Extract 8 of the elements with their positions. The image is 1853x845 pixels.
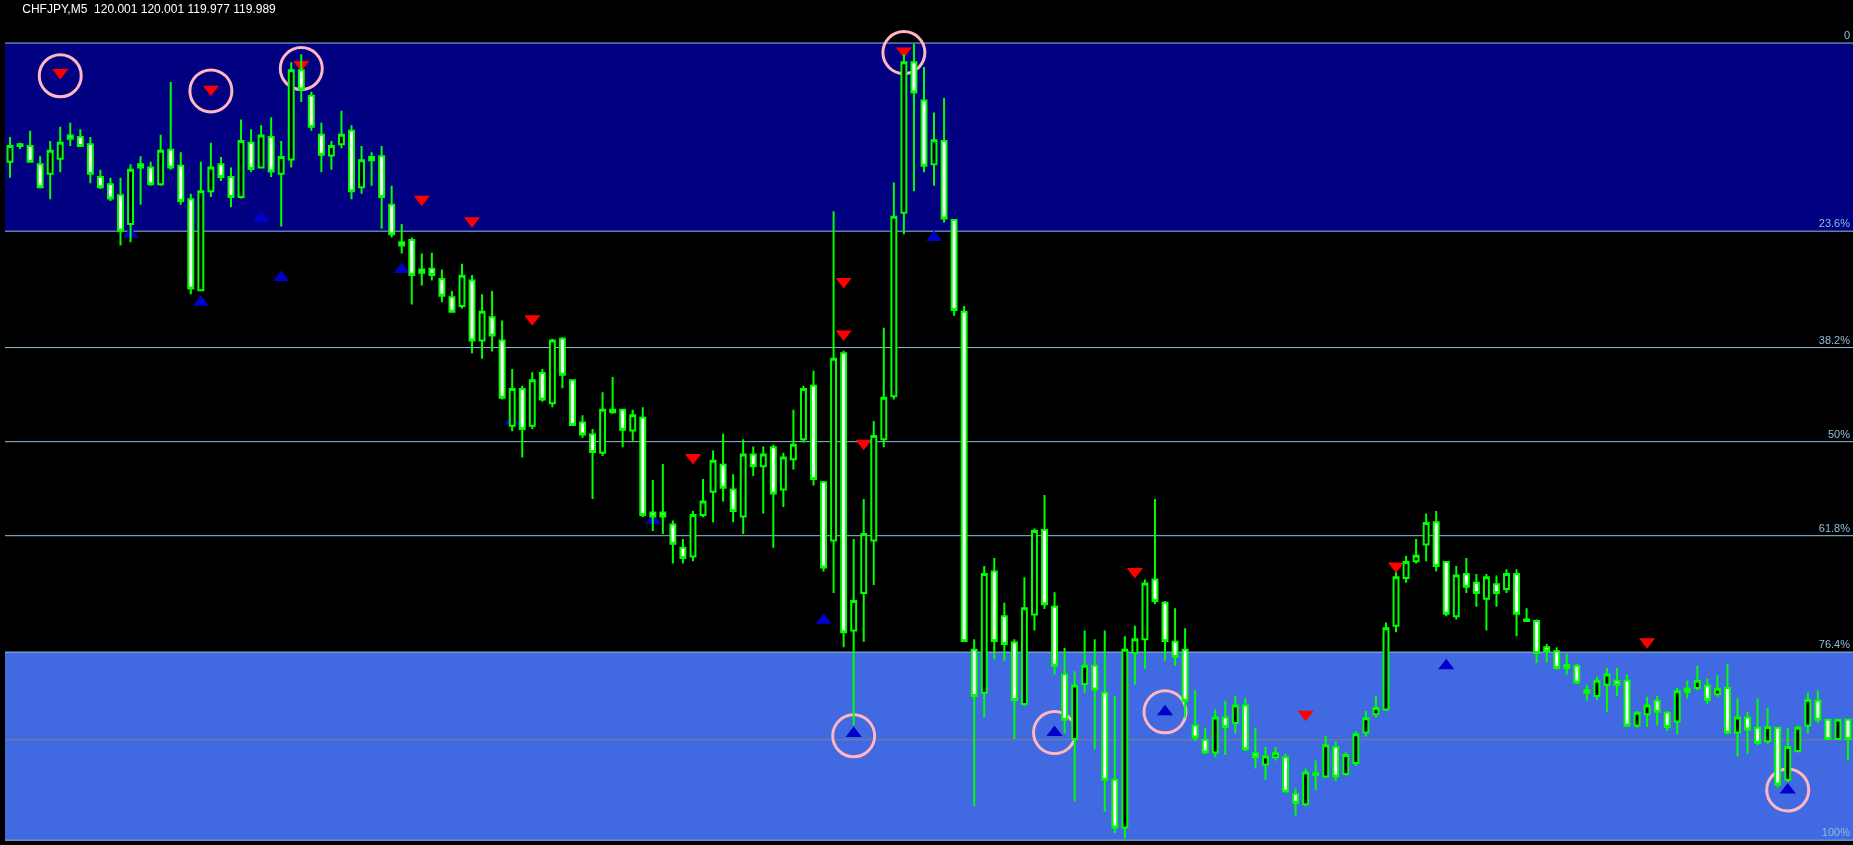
chart-title: CHFJPY,M5 120.001 120.001 119.977 119.989 [22,1,277,16]
y-tick-label: 100% [1821,826,1851,839]
y-tick-label: 23.6% [1818,217,1851,230]
y-tick-label: 38.2% [1818,333,1851,346]
y-tick-label: 0 [1843,29,1850,42]
y-tick-label: 50% [1827,427,1851,440]
y-tick-label: 61.8% [1818,521,1851,534]
y-tick-label: 76.4% [1818,638,1851,651]
